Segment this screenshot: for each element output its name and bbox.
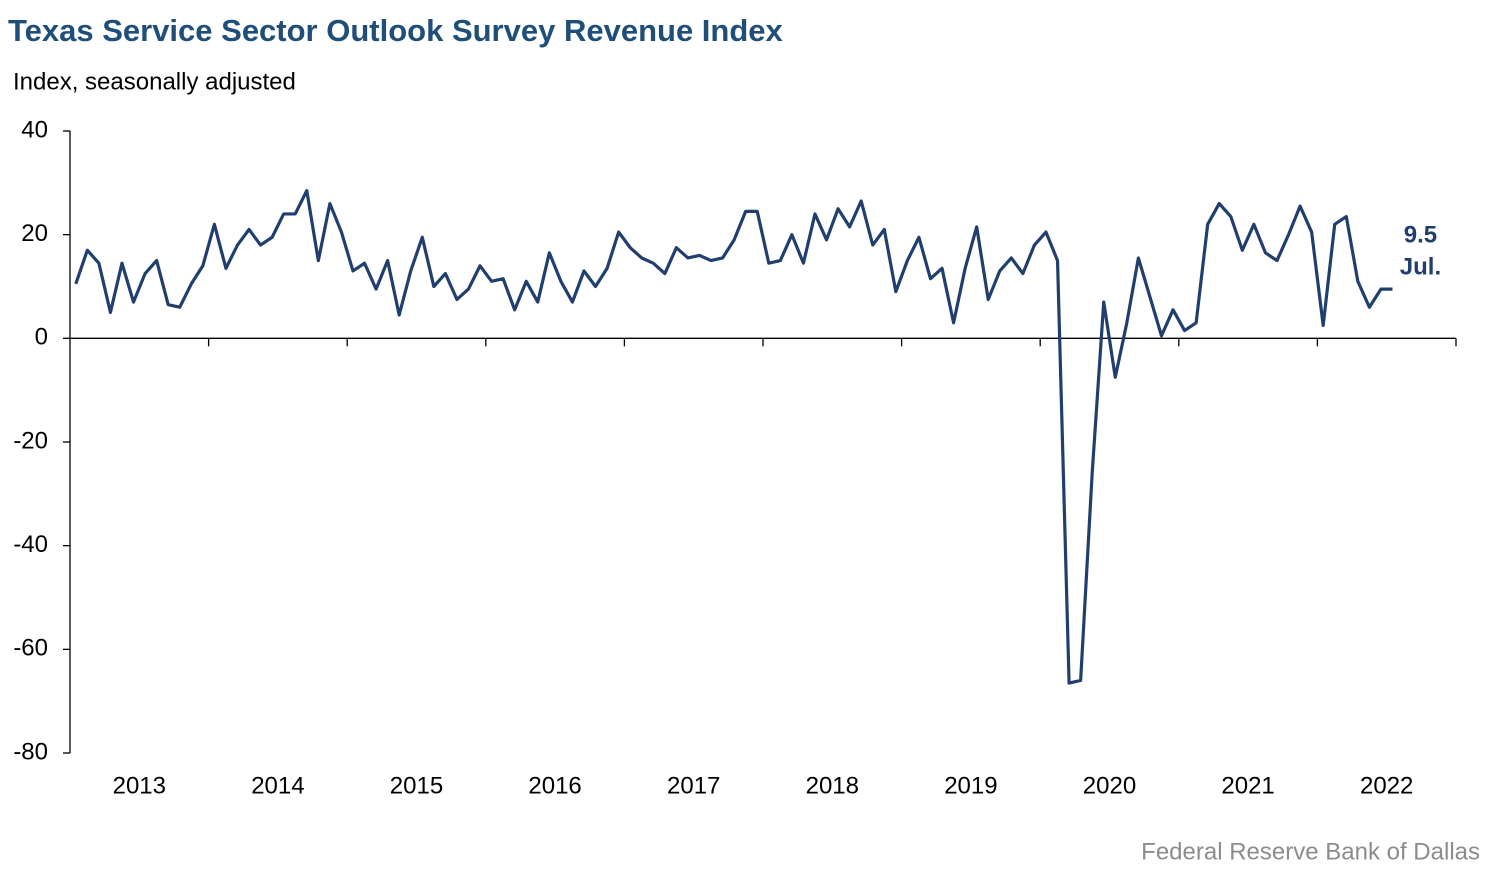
y-tick-label: 0 (35, 324, 48, 351)
x-tick-label: 2015 (390, 772, 443, 799)
y-tick-label: 20 (21, 220, 48, 247)
x-tick-label: 2021 (1221, 772, 1274, 799)
y-tick-label: -60 (13, 635, 48, 662)
x-tick-label: 2016 (528, 772, 581, 799)
y-tick-label: -20 (13, 427, 48, 454)
chart-subtitle: Index, seasonally adjusted (13, 68, 296, 95)
x-tick-label: 2022 (1360, 772, 1413, 799)
y-tick-label: -40 (13, 531, 48, 558)
y-tick-label: 40 (21, 116, 48, 143)
source: Federal Reserve Bank of Dallas (1141, 838, 1480, 865)
x-tick-label: 2018 (806, 772, 859, 799)
chart-title: Texas Service Sector Outlook Survey Reve… (8, 13, 784, 48)
last-date-label: Jul. (1400, 253, 1441, 280)
x-tick-label: 2014 (251, 772, 304, 799)
x-tick-label: 2020 (1083, 772, 1136, 799)
x-tick-label: 2017 (667, 772, 720, 799)
last-value-label: 9.5 (1404, 221, 1437, 248)
x-tick-label: 2013 (113, 772, 166, 799)
y-tick-label: -80 (13, 738, 48, 765)
x-tick-label: 2019 (944, 772, 997, 799)
data-line (74, 189, 1393, 685)
